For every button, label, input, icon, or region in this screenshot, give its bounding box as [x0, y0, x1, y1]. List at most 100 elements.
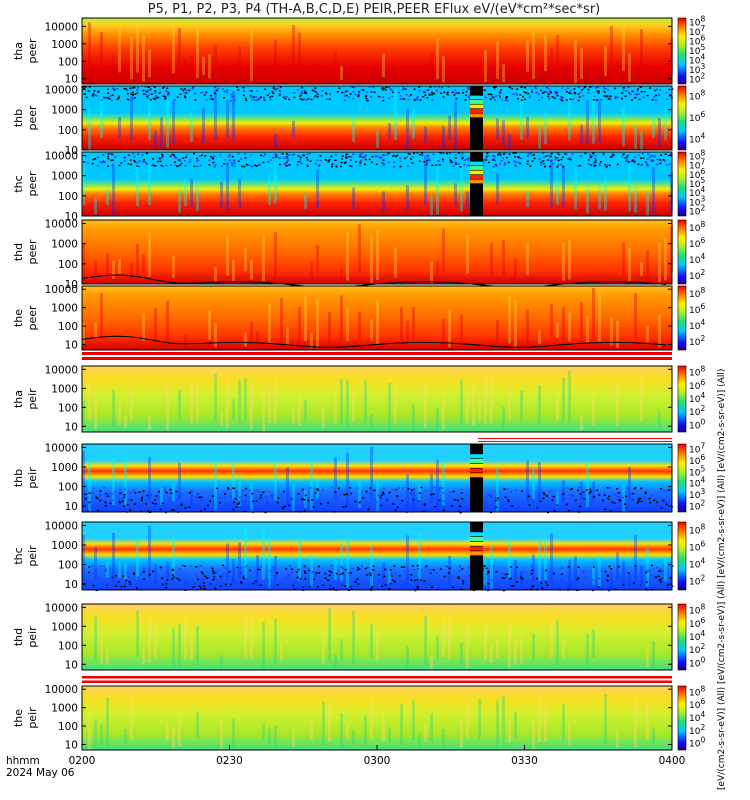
panel-background — [82, 86, 672, 150]
y-tick-label: 100 — [58, 482, 78, 494]
colorbar-tick-label: 100 — [689, 417, 705, 431]
colorbar-tick-label: 108 — [689, 684, 705, 698]
panel-frame — [81, 285, 673, 351]
panel-thd-peer: 10 100 1000 10000 thd peer 102 104 106 108 — [12, 219, 705, 291]
colorbar-tick-label: 100 — [689, 655, 705, 669]
colorbar-tick-label: 107 — [689, 442, 705, 456]
colorbar-tick-label: 102 — [689, 71, 705, 85]
panel-background — [82, 152, 672, 216]
colorbar-tick-label: 102 — [689, 334, 705, 348]
y-tick-label: 10 — [65, 739, 78, 751]
panel-probe-label: thc — [12, 547, 25, 564]
y-tick-label: 10000 — [45, 684, 78, 696]
species-separators — [82, 352, 672, 683]
panel-background — [82, 444, 672, 512]
y-tick-label: 1000 — [51, 239, 78, 251]
panel-background — [82, 604, 672, 670]
colorbar-tick-label: 106 — [689, 110, 705, 124]
colorbar-tick-label: 102 — [689, 203, 705, 217]
colorbar-tick-label: 106 — [689, 236, 705, 250]
y-tick-label: 10 — [65, 211, 78, 223]
panel-probe-label: the — [12, 709, 25, 727]
panel-probe-label: thd — [12, 628, 25, 646]
footer-hhmm: hhmm — [6, 755, 40, 767]
panel-species-label: peir — [26, 388, 39, 410]
colorbar-tick-label: 102 — [689, 498, 705, 512]
panel-texture — [82, 287, 661, 350]
data-dropout — [470, 444, 483, 512]
colorbar: 102 104 106 108 — [677, 219, 705, 285]
panel-thc-peer: 10 100 1000 10000 thc peer 1021031041051061071… — [12, 149, 705, 223]
panel-background — [82, 366, 672, 432]
panel-frame — [81, 443, 673, 513]
panel-background — [82, 18, 672, 84]
panel-species-label: peer — [26, 38, 39, 64]
panel-species-label: peer — [26, 305, 39, 331]
panel-probe-label: tha — [12, 42, 25, 60]
colorbar: 102 104 106 108 — [677, 521, 705, 591]
colorbar-tick-label: 106 — [689, 697, 705, 711]
colorbar-tick-label: 105 — [689, 464, 705, 478]
noise-region — [83, 152, 672, 168]
panel-texture — [82, 371, 661, 432]
panel-species-label: peir — [26, 467, 39, 489]
y-tick-label: 10000 — [45, 151, 78, 163]
panel-frame — [81, 85, 673, 151]
y-tick-label: 1000 — [51, 621, 78, 633]
panel-tha-peer: 10 100 1000 10000 tha peer 1021031041051061071… — [12, 15, 705, 86]
colorbar-tick-label: 104 — [689, 185, 705, 199]
colorbar-tick-label: 103 — [689, 194, 705, 208]
y-tick-label: 10 — [65, 145, 78, 157]
x-tick-label: 0330 — [511, 755, 538, 767]
y-tick-label: 10 — [65, 339, 78, 351]
panel-probe-label: tha — [12, 390, 25, 408]
panel-probe-label: the — [12, 309, 25, 327]
colorbar-tick-label: 107 — [689, 158, 705, 172]
colorbar-tick-label: 102 — [689, 642, 705, 656]
panel-species-label: peer — [26, 239, 39, 265]
y-tick-label: 1000 — [51, 39, 78, 51]
y-tick-label: 1000 — [51, 703, 78, 715]
y-tick-label: 10000 — [45, 284, 78, 296]
panel-background — [82, 522, 672, 590]
colorbar-tick-label: 106 — [689, 167, 705, 181]
colorbar-tick-label: 108 — [689, 523, 705, 537]
y-tick-label: 100 — [58, 56, 78, 68]
panel-frame — [81, 521, 673, 591]
y-tick-label: 10000 — [45, 219, 78, 231]
y-tick-label: 100 — [58, 191, 78, 203]
colorbar-tick-label: 102 — [689, 574, 705, 588]
colorbar-tick-label: 104 — [689, 629, 705, 643]
panel-texture — [88, 88, 667, 150]
panel-texture — [88, 693, 655, 750]
panel-frame — [81, 219, 673, 285]
colorbar-tick-label: 104 — [689, 391, 705, 405]
panel-texture — [82, 525, 667, 590]
panel-probe-label: thc — [12, 175, 25, 192]
colorbar-tick-label: 107 — [689, 24, 705, 38]
panel-thb-peer: 10 100 1000 10000 thb peer 104 106 108 — [12, 85, 705, 157]
x-tick-label: 0400 — [659, 755, 686, 767]
panel-species-label: peir — [26, 707, 39, 729]
panel-species-label: peer — [26, 171, 39, 197]
figure-title: P5, P1, P2, P3, P4 (TH-A,B,C,D,E) PEIR,P… — [148, 2, 601, 17]
data-dropout — [470, 522, 483, 590]
colorbar: 102 104 106 108 — [677, 285, 705, 351]
colorbar-tick-label: 102 — [689, 404, 705, 418]
panel-frame — [81, 603, 673, 671]
colorbar-tick-label: 104 — [689, 318, 705, 332]
panel-probe-label: thb — [12, 469, 25, 487]
colorbar-tick-label: 104 — [689, 557, 705, 571]
panel-species-label: peir — [26, 626, 39, 648]
potential-line — [81, 335, 667, 348]
colorbar-tick-label: 108 — [689, 365, 705, 379]
colorbar-tick-label: 100 — [689, 736, 705, 750]
